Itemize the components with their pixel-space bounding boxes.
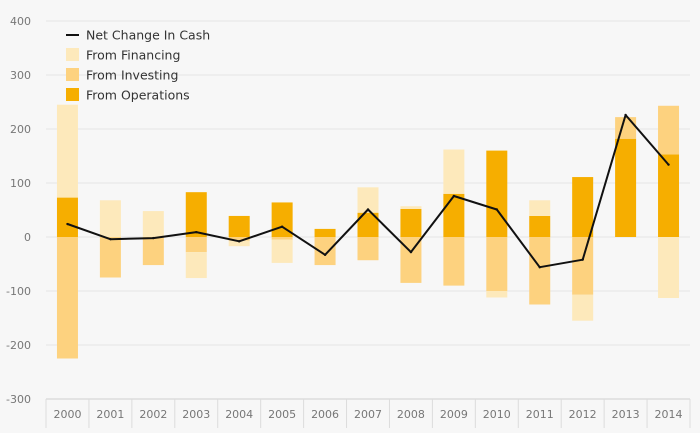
bar-from-financing-2011 [529, 200, 551, 216]
bar-from-operations-2009 [443, 193, 465, 237]
y-tick-label: -200 [6, 339, 31, 352]
bar-from-investing-2003 [185, 237, 207, 253]
legend-label-from-investing: From Investing [86, 68, 178, 83]
legend: Net Change In Cash From Financing From Inv… [66, 28, 210, 103]
y-tick-label: 100 [10, 177, 31, 190]
bar-from-investing-2004 [228, 237, 250, 241]
line-point-2001 [109, 237, 112, 241]
bar-from-investing-2007 [357, 237, 379, 261]
line-point-2013 [624, 113, 627, 117]
bar-from-financing-2005 [271, 239, 293, 263]
line-point-2003 [195, 230, 198, 234]
line-point-2008 [409, 250, 413, 254]
x-tick-label-2006: 2006 [311, 408, 339, 421]
x-tick-label-2000: 2000 [53, 408, 81, 421]
bar-from-investing-2011 [529, 237, 551, 305]
x-tick-label-2001: 2001 [96, 408, 124, 421]
net-change-line-layer [66, 113, 670, 269]
bar-from-operations-2003 [185, 192, 207, 237]
bar-from-investing-2009 [443, 237, 465, 286]
line-point-2014 [667, 163, 670, 166]
legend-swatch-from-investing [66, 68, 79, 81]
bar-from-financing-2012 [572, 294, 594, 321]
y-tick-label: 400 [10, 15, 31, 28]
bars [56, 104, 680, 359]
line-point-2004 [238, 240, 241, 243]
bar-from-investing-2014 [658, 105, 680, 155]
bar-from-financing-2007 [357, 187, 379, 213]
x-tick-label-2008: 2008 [397, 408, 425, 421]
legend-label-from-operations: From Operations [86, 88, 190, 103]
bar-from-investing-2000 [56, 237, 78, 359]
x-tick-label-2004: 2004 [225, 408, 253, 421]
y-tick-label: -100 [6, 285, 31, 298]
bar-from-operations-2006 [314, 228, 336, 237]
bar-from-operations-2000 [56, 197, 78, 237]
bar-from-financing-2002 [142, 211, 164, 237]
x-tick-label-2005: 2005 [268, 408, 296, 421]
bar-from-financing-2003 [185, 252, 207, 279]
y-axis-ticks: -300 -200 -100 0 100 200 300 400 [6, 15, 31, 406]
bar-from-investing-2012 [572, 237, 594, 295]
legend-swatch-from-financing [66, 48, 79, 61]
bar-from-investing-2005 [271, 237, 293, 240]
bar-from-financing-2014 [658, 237, 680, 299]
line-point-2005 [280, 225, 284, 228]
line-point-2011 [538, 266, 541, 269]
x-axis: 2000 2001 2002 2003 2004 2005 2006 2007 2008 2009… [45, 398, 691, 428]
bar-from-financing-2001 [99, 200, 121, 237]
y-tick-label: 300 [10, 69, 31, 82]
bar-from-operations-2012 [572, 177, 594, 237]
y-tick-label: 0 [24, 231, 31, 244]
x-tick-label-2011: 2011 [526, 408, 554, 421]
x-tick-label-2013: 2013 [612, 408, 640, 421]
bar-from-operations-2010 [486, 150, 508, 237]
x-tick-label-2014: 2014 [655, 408, 683, 421]
x-tick-label-2012: 2012 [569, 408, 597, 421]
bar-from-investing-2006 [314, 237, 336, 266]
bar-from-investing-2008 [400, 237, 422, 283]
legend-label-net-change-in-cash: Net Change In Cash [86, 28, 210, 43]
bar-from-financing-2008 [400, 206, 422, 209]
x-tick-label-2010: 2010 [483, 408, 511, 421]
line-point-2006 [323, 253, 327, 257]
legend-swatch-from-operations [66, 88, 79, 101]
bar-from-operations-2014 [658, 154, 680, 237]
line-point-2012 [581, 258, 584, 261]
bar-from-operations-2011 [529, 215, 551, 237]
y-tick-label: 200 [10, 123, 31, 136]
bar-from-investing-2001 [99, 237, 121, 278]
x-tick-label-2009: 2009 [440, 408, 468, 421]
bar-from-financing-2000 [56, 104, 78, 198]
x-tick-label-2007: 2007 [354, 408, 382, 421]
y-tick-label: -300 [6, 393, 31, 406]
bar-from-operations-2007 [357, 212, 379, 237]
bar-from-financing-2004 [228, 240, 250, 247]
bar-from-investing-2013 [615, 117, 637, 139]
line-point-2002 [152, 236, 155, 240]
bar-from-financing-2010 [486, 291, 508, 298]
bar-from-financing-2009 [443, 149, 465, 194]
line-point-2010 [495, 208, 498, 211]
x-tick-label-2002: 2002 [139, 408, 167, 421]
line-point-2007 [366, 208, 370, 211]
bar-from-operations-2008 [400, 208, 422, 237]
line-point-2000 [66, 222, 69, 226]
legend-label-from-financing: From Financing [86, 48, 180, 63]
bar-from-operations-2004 [228, 215, 250, 237]
bar-from-investing-2010 [486, 237, 508, 291]
line-point-2009 [452, 194, 456, 198]
bar-from-operations-2013 [615, 138, 637, 237]
x-tick-label-2003: 2003 [182, 408, 210, 421]
bar-from-investing-2002 [142, 237, 164, 266]
